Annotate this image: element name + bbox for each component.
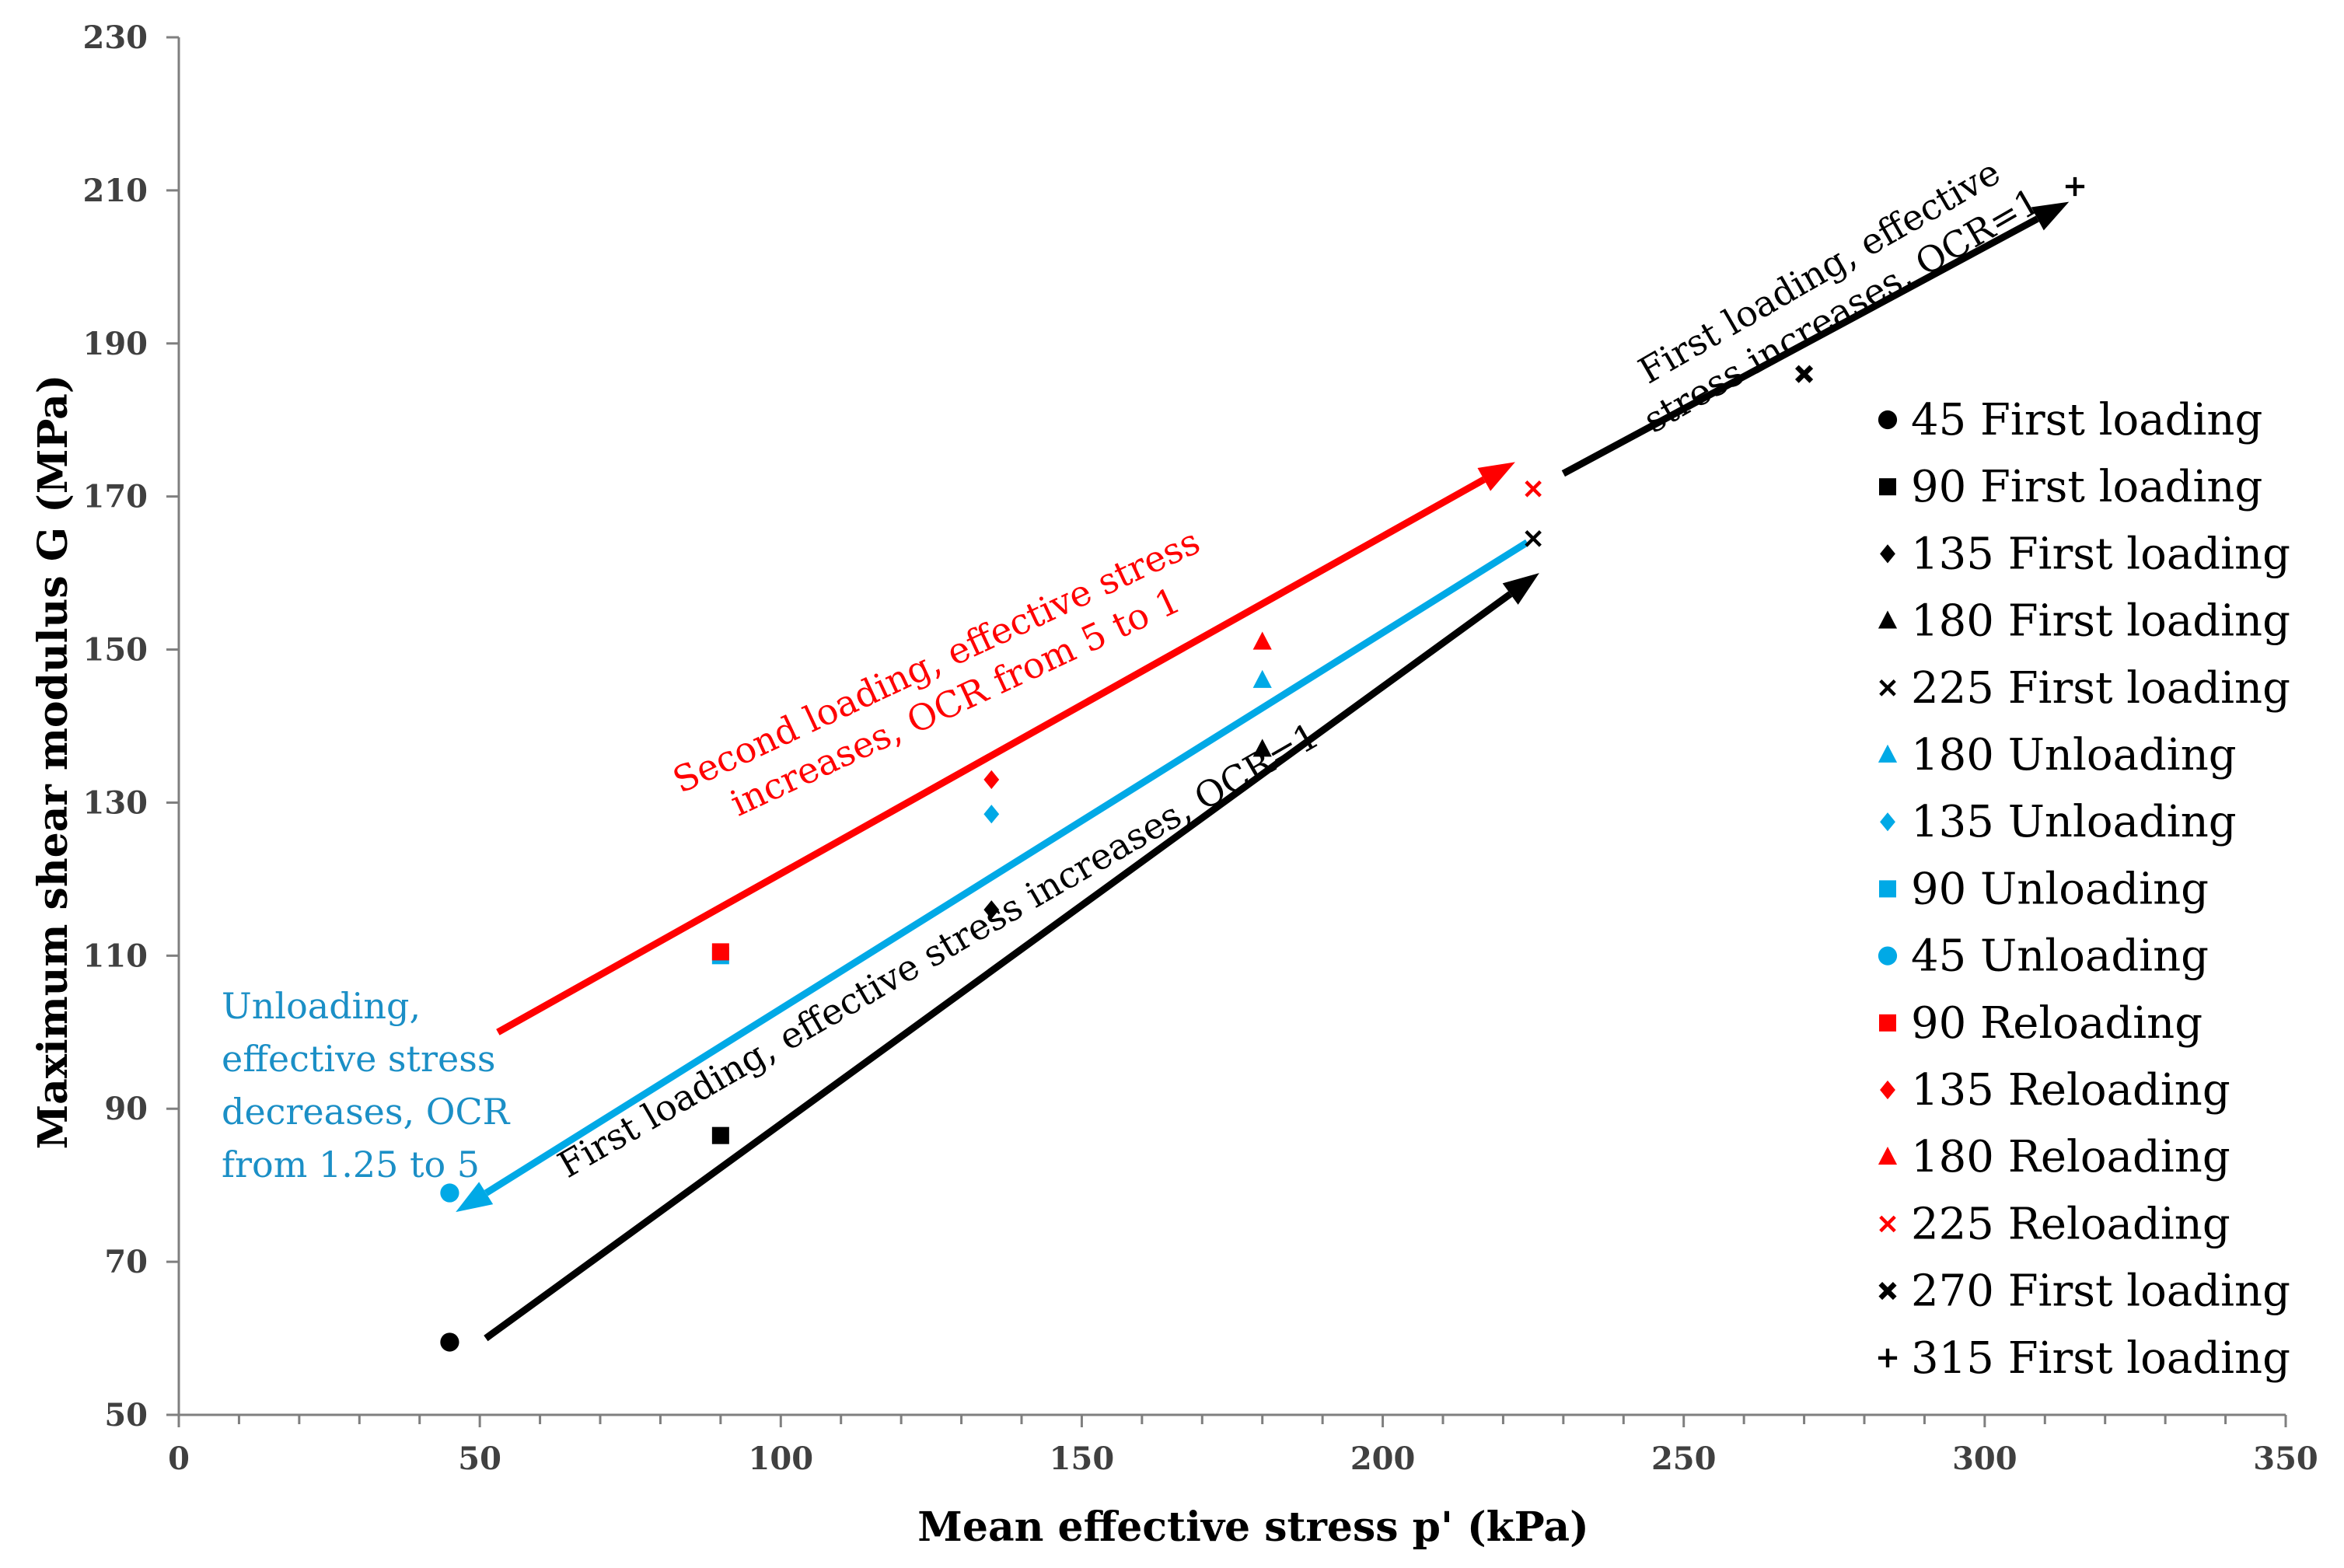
y-tick-label: 110 xyxy=(83,938,148,974)
x-tick-label: 350 xyxy=(2253,1441,2318,1477)
legend-label-5: 180 Unloading xyxy=(1911,730,2237,781)
x-tick-label: 250 xyxy=(1651,1441,1717,1477)
legend-marker-9 xyxy=(1879,1014,1896,1032)
reloading-arrow-head xyxy=(1477,462,1515,491)
legend-marker-8 xyxy=(1878,946,1898,966)
first-loading-arrow-upper-shaft xyxy=(1561,215,2039,477)
data-point-bold-x-13 xyxy=(1794,365,1814,383)
legend-label-1: 90 First loading xyxy=(1911,462,2262,512)
x-tick-label: 50 xyxy=(458,1441,501,1477)
legend-label-9: 90 Reloading xyxy=(1911,998,2203,1049)
x-axis-title: Mean effective stress p' (kPa) xyxy=(917,1503,1588,1551)
y-axis-title-group: Maximum shear modulus G (MPa) xyxy=(30,375,77,1150)
legend-marker-1 xyxy=(1879,478,1896,496)
data-point-diamond-2 xyxy=(983,900,1000,920)
y-tick-label: 170 xyxy=(83,479,148,515)
legend-label-8: 45 Unloading xyxy=(1911,931,2209,982)
legend-marker-7 xyxy=(1879,880,1896,898)
first-loading-arrow-upper-head xyxy=(2031,201,2070,231)
legend-label-14: 315 First loading xyxy=(1911,1333,2290,1384)
y-tick-label: 230 xyxy=(83,19,148,56)
legend-marker-6 xyxy=(1880,812,1895,832)
first-loading-arrow-lower-shaft xyxy=(484,591,1513,1342)
legend-label-10: 135 Reloading xyxy=(1911,1065,2230,1116)
y-tick-label: 210 xyxy=(83,173,148,209)
legend-marker-2 xyxy=(1880,544,1895,564)
annotation-unloading-line4: from 1.25 to 5 xyxy=(222,1144,480,1186)
legend-label-11: 180 Reloading xyxy=(1911,1132,2230,1182)
y-tick-label: 130 xyxy=(83,784,148,821)
legend-marker-0 xyxy=(1878,410,1898,430)
y-tick-label: 90 xyxy=(104,1091,148,1127)
legend-label-2: 135 First loading xyxy=(1911,529,2290,579)
y-tick-label: 150 xyxy=(83,632,148,669)
axes: 0 50 100 150 200 250 300 350 50 70 90 110 130 150 170 1… xyxy=(83,19,2318,1477)
legend-label-0: 45 First loading xyxy=(1911,395,2262,445)
legend-marker-14 xyxy=(1878,1348,1898,1367)
legend-marker-12 xyxy=(1879,1215,1896,1233)
unloading-arrow-head xyxy=(456,1182,494,1213)
trend-arrows xyxy=(456,201,2070,1342)
y-tick-label: 50 xyxy=(104,1397,148,1434)
legend: 45 First loading 90 First loading 135 Firs… xyxy=(1878,395,2290,1384)
annotation-unloading-line2: effective stress xyxy=(222,1038,495,1080)
x-tick-label: 0 xyxy=(168,1441,190,1477)
legend-marker-3 xyxy=(1878,610,1898,629)
legend-marker-5 xyxy=(1878,744,1898,763)
x-tick-label: 200 xyxy=(1350,1441,1416,1477)
x-tick-label: 300 xyxy=(1952,1441,2017,1477)
data-point-triangle-5 xyxy=(1252,669,1272,688)
unloading-arrow-shaft xyxy=(484,539,1529,1196)
data-point-triangle-11 xyxy=(1252,631,1272,650)
legend-label-12: 225 Reloading xyxy=(1911,1199,2230,1249)
data-point-square-1 xyxy=(711,1126,729,1144)
legend-marker-10 xyxy=(1880,1080,1895,1100)
data-point-x-12 xyxy=(1525,480,1542,498)
legend-label-3: 180 First loading xyxy=(1911,596,2290,647)
legend-label-13: 270 First loading xyxy=(1911,1266,2290,1317)
data-point-circle-8 xyxy=(440,1183,459,1203)
x-tick-label: 150 xyxy=(1050,1441,1115,1477)
legend-marker-4 xyxy=(1879,679,1896,697)
data-point-circle-0 xyxy=(440,1332,459,1352)
legend-label-6: 135 Unloading xyxy=(1911,797,2237,847)
y-axis-title: Maximum shear modulus G (MPa) xyxy=(30,375,77,1150)
annotation-unloading-line1: Unloading, xyxy=(222,985,421,1027)
data-point-triangle-3 xyxy=(1252,739,1272,757)
reloading-arrow-shaft xyxy=(496,476,1486,1035)
data-point-diamond-6 xyxy=(983,805,1000,824)
annotation-unloading-line3: decreases, OCR xyxy=(222,1091,511,1133)
annotation-unloading: Unloading, effective stress decreases, O… xyxy=(222,985,511,1186)
legend-marker-13 xyxy=(1878,1282,1897,1301)
data-point-square-9 xyxy=(711,943,729,961)
x-tick-label: 100 xyxy=(749,1441,814,1477)
data-point-plus-14 xyxy=(2065,176,2085,197)
y-tick-label: 190 xyxy=(83,326,148,362)
data-point-diamond-10 xyxy=(983,770,1000,790)
legend-label-7: 90 Unloading xyxy=(1911,864,2209,914)
data-points xyxy=(440,176,2085,1352)
y-tick-label: 70 xyxy=(104,1244,148,1280)
data-point-x-4 xyxy=(1525,530,1542,547)
legend-marker-11 xyxy=(1878,1147,1898,1165)
legend-label-4: 225 First loading xyxy=(1911,663,2290,714)
first-loading-arrow-lower-head xyxy=(1502,573,1539,605)
